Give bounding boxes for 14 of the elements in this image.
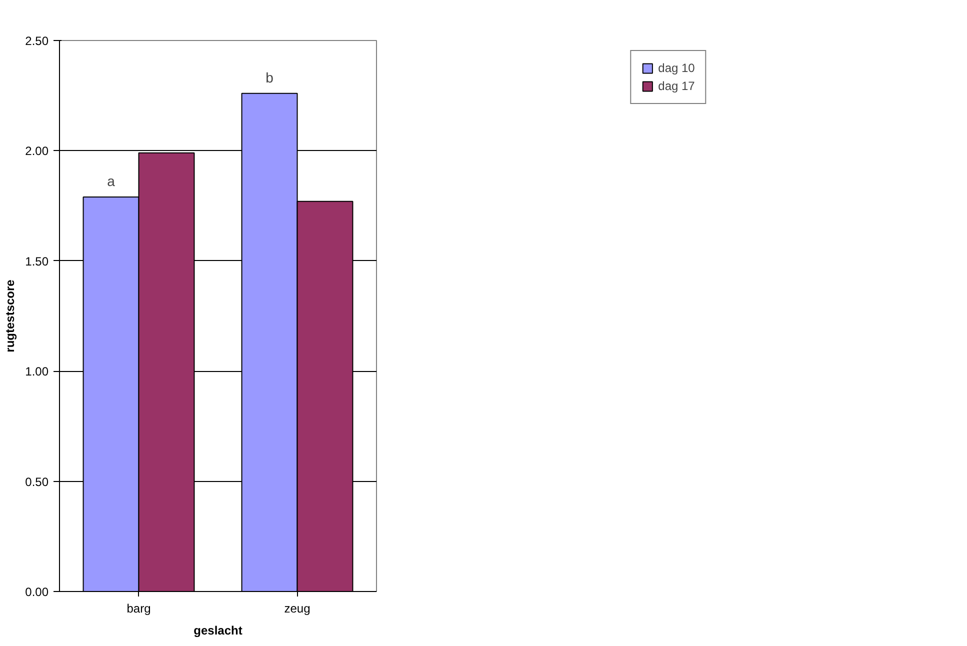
- annotation: b: [266, 69, 274, 86]
- y-tick-label: 1.50: [25, 254, 49, 268]
- y-tick-label: 2.50: [25, 34, 49, 48]
- y-tick-label: 1.00: [25, 364, 49, 379]
- x-tick-label: barg: [126, 602, 151, 616]
- legend-label: dag 17: [658, 79, 695, 93]
- x-axis-title: geslacht: [194, 624, 242, 638]
- y-tick-label: 0.00: [25, 585, 49, 599]
- legend-label: dag 10: [658, 61, 695, 75]
- y-tick-label: 2.00: [25, 144, 49, 158]
- y-axis-title: rugtestscore: [3, 279, 18, 352]
- x-tick-label: zeug: [284, 602, 310, 616]
- annotation: a: [107, 172, 116, 189]
- y-tick-label: 0.50: [25, 474, 49, 489]
